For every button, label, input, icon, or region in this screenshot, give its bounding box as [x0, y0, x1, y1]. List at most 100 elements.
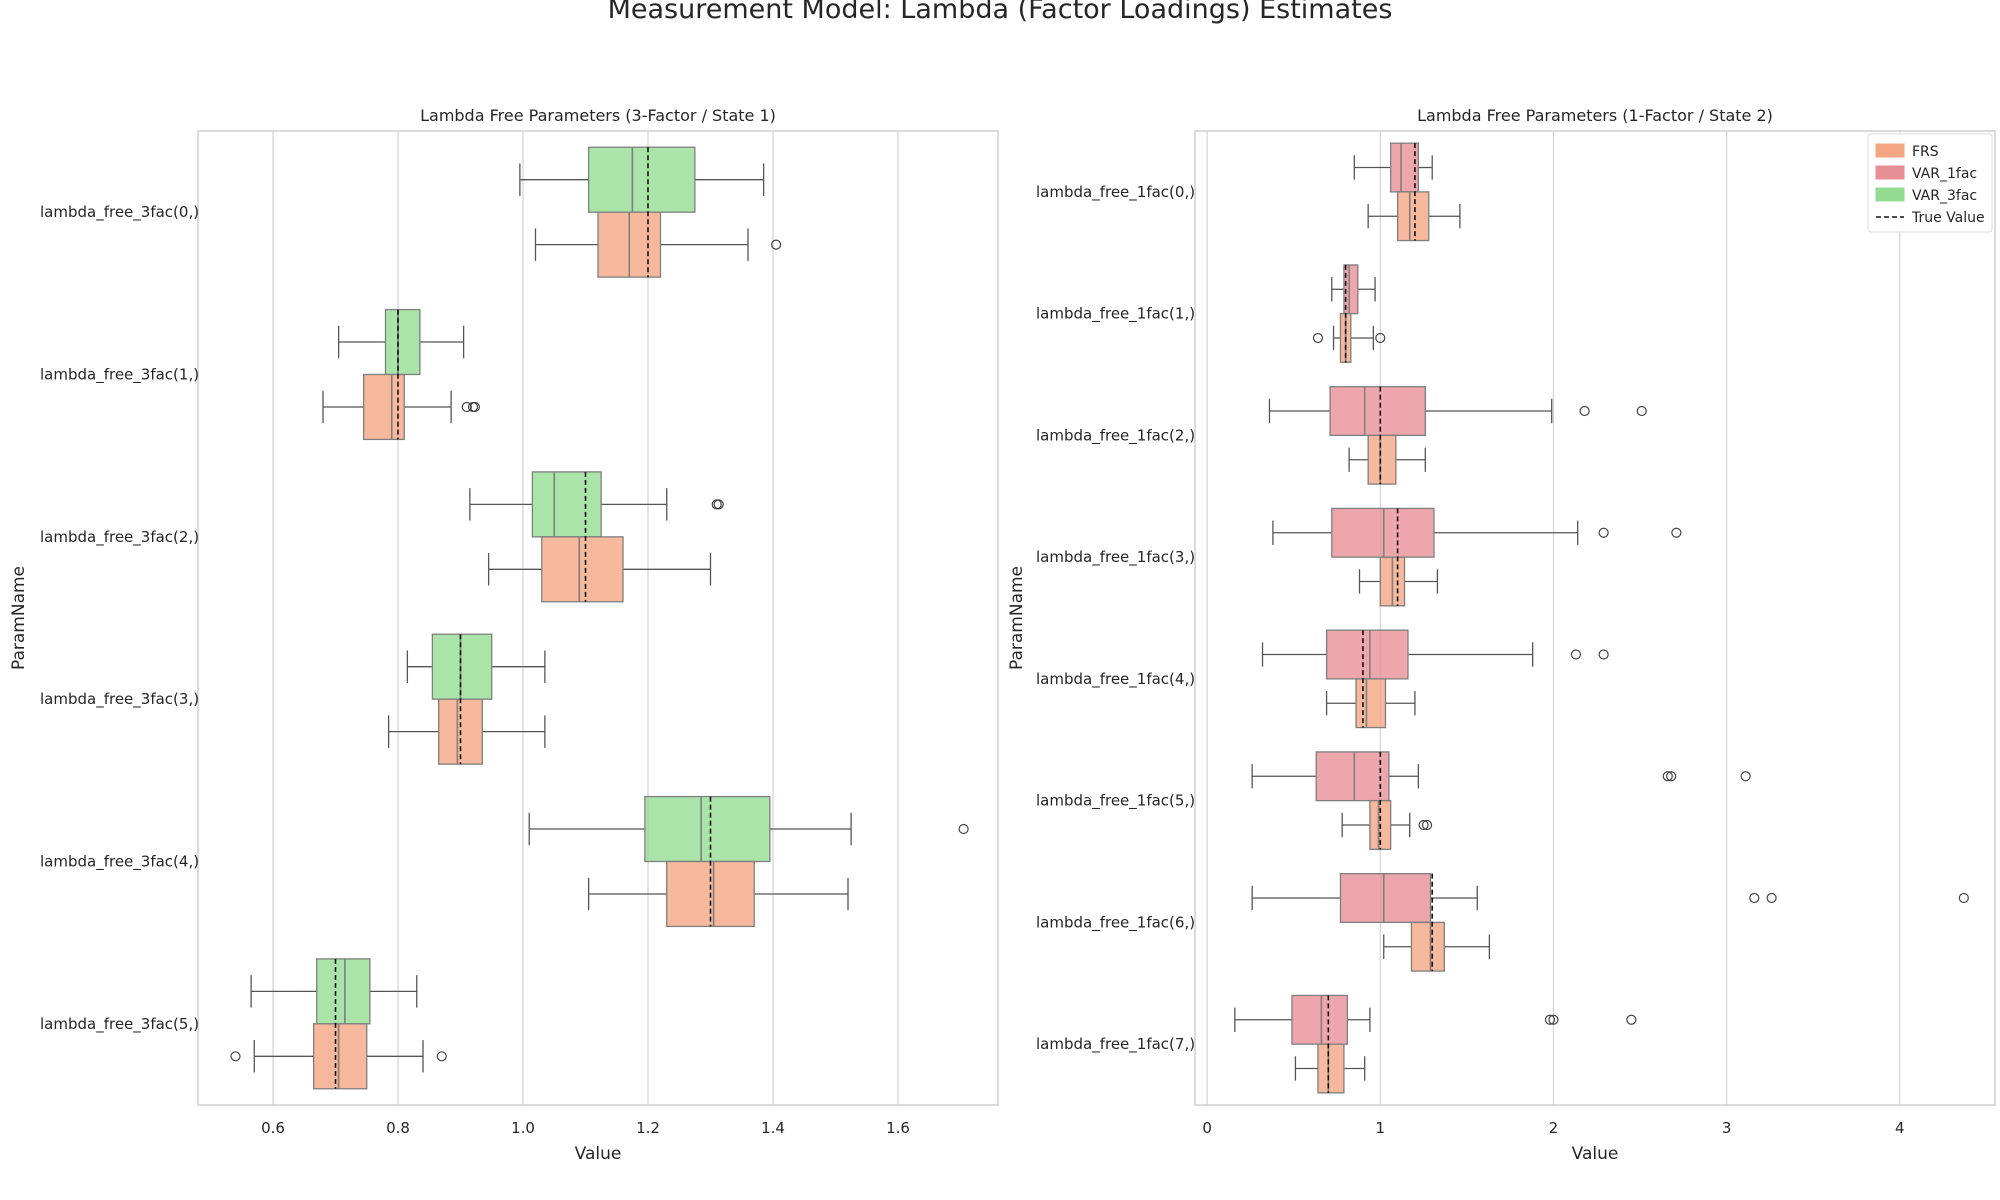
legend: FRS VAR_1fac VAR_3fac True Value [1867, 133, 1993, 233]
outlier-point [461, 401, 472, 413]
box-VAR_3fac-5 [250, 958, 418, 1025]
legend-label: VAR_3fac [1912, 188, 1977, 204]
legend-label: True Value [1911, 210, 1985, 226]
iqr-box [541, 536, 624, 603]
outlier-point [1636, 405, 1647, 417]
plot-frame [197, 130, 999, 1106]
iqr-box [312, 1023, 368, 1090]
x-tick-label: 1.4 [761, 1119, 785, 1137]
outlier-point [958, 823, 969, 835]
outlier-point [436, 1051, 447, 1062]
box-FRS-5 [1341, 799, 1433, 850]
box-FRS-4 [1325, 678, 1416, 729]
box-FRS-2 [1348, 434, 1426, 485]
iqr-box [1329, 386, 1426, 437]
panel-title: Lambda Free Parameters (3-Factor / State… [420, 106, 776, 125]
x-tick-label: 0.8 [386, 1119, 410, 1137]
iqr-box [384, 308, 421, 376]
outlier-point [1570, 649, 1582, 660]
box-VAR_3fac-3 [406, 633, 546, 700]
y-category-label: lambda_free_1fac(3,) [1036, 548, 1195, 567]
iqr-box [587, 146, 696, 213]
outlier-point [1958, 892, 1969, 904]
iqr-box [644, 795, 771, 863]
outlier-point [469, 401, 480, 413]
box-FRS-1 [322, 373, 480, 441]
iqr-box [1355, 678, 1387, 729]
y-category-label: lambda_free_1fac(1,) [1036, 305, 1195, 324]
outlier-point [1548, 1014, 1559, 1025]
legend-label: VAR_1fac [1912, 166, 1977, 182]
y-category-label: lambda_free_1fac(7,) [1036, 1035, 1195, 1054]
iqr-box [1325, 629, 1409, 680]
iqr-box [531, 471, 602, 538]
box-FRS-3 [1358, 556, 1439, 607]
outlier-point [1766, 892, 1777, 904]
figure-title: Measurement Model: Lambda (Factor Loadin… [607, 0, 1393, 25]
x-tick-label: 0 [1202, 1119, 1212, 1137]
legend-swatch-VAR_3fac [1875, 187, 1905, 202]
box-VAR_3fac-4 [528, 795, 969, 863]
y-category-label: lambda_free_1fac(0,) [1036, 183, 1195, 202]
x-tick-label: 4 [1895, 1119, 1905, 1137]
panel-title: Lambda Free Parameters (1-Factor / State… [1417, 106, 1773, 125]
box-VAR_1fac-7 [1234, 994, 1637, 1045]
box-VAR_1fac-5 [1251, 751, 1751, 802]
outlier-point [713, 499, 724, 510]
iqr-box [1291, 994, 1349, 1045]
box-VAR_3fac-1 [337, 308, 465, 376]
box-VAR_1fac-6 [1251, 873, 1969, 924]
y-category-label: lambda_free_3fac(2,) [40, 528, 199, 547]
box-VAR_1fac-1 [1331, 264, 1376, 315]
legend-swatch-FRS [1875, 143, 1905, 158]
x-tick-label: 0.6 [261, 1119, 285, 1137]
box-FRS-2 [487, 536, 712, 603]
y-category-label: lambda_free_1fac(4,) [1036, 670, 1195, 689]
box-FRS-5 [230, 1023, 447, 1090]
outlier-point [1671, 527, 1682, 538]
box-FRS-0 [1367, 191, 1461, 242]
panel-1: 0.6 0.8 1.0 1.2 1.4 1.6 lambda_free_3fac(0,)la… [9, 106, 999, 1164]
outlier-point [1421, 819, 1433, 831]
iqr-box [1339, 873, 1432, 924]
outlier-point [1666, 771, 1677, 782]
y-category-label: lambda_free_3fac(1,) [40, 366, 199, 385]
x-axis-label: Value [575, 1144, 622, 1164]
outlier-point [230, 1051, 241, 1062]
iqr-box [431, 633, 493, 700]
iqr-box [1317, 1043, 1345, 1094]
x-tick-label: 2 [1549, 1119, 1559, 1137]
outlier-point [1749, 892, 1760, 904]
outlier-point [1375, 332, 1386, 344]
outlier-point [1418, 819, 1429, 831]
y-category-label: lambda_free_3fac(4,) [40, 853, 199, 872]
outlier-point [1598, 649, 1609, 660]
y-category-label: lambda_free_1fac(5,) [1036, 792, 1195, 811]
y-category-label: lambda_free_1fac(2,) [1036, 426, 1195, 445]
iqr-box [1331, 507, 1435, 558]
box-VAR_1fac-0 [1353, 142, 1433, 193]
box-VAR_1fac-2 [1268, 386, 1647, 437]
y-category-label: lambda_free_3fac(5,) [40, 1015, 199, 1034]
x-tick-label: 3 [1722, 1119, 1732, 1137]
outlier-point [1626, 1014, 1637, 1025]
iqr-box [316, 958, 371, 1025]
x-tick-label: 1.0 [511, 1119, 535, 1137]
y-axis-label: ParamName [9, 566, 29, 670]
y-axis-label: ParamName [1007, 566, 1027, 670]
legend-label: FRS [1912, 144, 1939, 160]
outlier-point [1598, 527, 1609, 538]
legend-frame [1867, 133, 1993, 233]
x-tick-label: 1.2 [636, 1119, 660, 1137]
box-FRS-4 [587, 860, 849, 928]
iqr-box [1396, 191, 1430, 242]
plot-frame [1194, 130, 1996, 1106]
y-category-label: lambda_free_3fac(3,) [40, 690, 199, 709]
outlier-point [1740, 771, 1751, 782]
iqr-box [1390, 142, 1420, 193]
box-VAR_3fac-2 [469, 471, 724, 538]
outlier-point [1312, 332, 1324, 344]
x-axis-label: Value [1572, 1144, 1619, 1164]
y-category-label: lambda_free_3fac(0,) [40, 203, 199, 222]
